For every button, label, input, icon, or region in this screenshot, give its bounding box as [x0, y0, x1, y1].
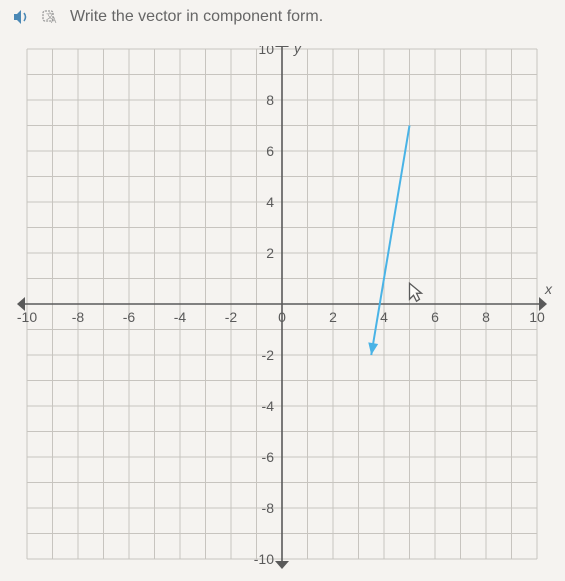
question-header: 文 A Write the vector in component form.: [0, 0, 565, 42]
vector-line: [371, 126, 409, 356]
x-tick-label: 2: [329, 309, 337, 325]
question-text: Write the vector in component form.: [70, 8, 323, 26]
cursor-icon: [410, 283, 422, 301]
svg-text:A: A: [51, 16, 57, 25]
x-tick-label: 4: [380, 309, 388, 325]
x-tick-label: 0: [278, 309, 286, 325]
y-tick-label: 8: [266, 92, 274, 108]
translate-icon[interactable]: 文 A: [40, 6, 62, 28]
y-tick-label: 10: [258, 46, 274, 57]
y-tick-label: 2: [266, 245, 274, 261]
x-tick-label: -6: [123, 309, 136, 325]
graph-svg: -10 -8 -6 -4 -2 0 2 4 6 8 10 2 4 6 8 10 -2 -4 -6 -8 -10 x y: [10, 46, 555, 576]
y-tick-label: -4: [262, 398, 275, 414]
y-axis-arrow-up: [275, 46, 289, 47]
y-axis-arrow-down: [275, 561, 289, 569]
x-tick-label: 8: [482, 309, 490, 325]
y-tick-label: -2: [262, 347, 275, 363]
x-tick-label: 6: [431, 309, 439, 325]
x-tick-label: -8: [72, 309, 85, 325]
x-tick-label: -10: [17, 309, 37, 325]
x-tick-label: -2: [225, 309, 238, 325]
vector-arrowhead: [368, 342, 378, 355]
y-axis-label: y: [293, 46, 302, 56]
y-tick-label: -10: [254, 551, 274, 567]
y-tick-label: -6: [262, 449, 275, 465]
x-tick-label: -4: [174, 309, 187, 325]
y-tick-label: 4: [266, 194, 274, 210]
y-tick-label: -8: [262, 500, 275, 516]
x-axis-label: x: [544, 281, 553, 297]
sound-icon[interactable]: [10, 6, 32, 28]
x-tick-label: 10: [529, 309, 545, 325]
coordinate-graph: -10 -8 -6 -4 -2 0 2 4 6 8 10 2 4 6 8 10 -2 -4 -6 -8 -10 x y: [10, 46, 555, 576]
y-tick-label: 6: [266, 143, 274, 159]
